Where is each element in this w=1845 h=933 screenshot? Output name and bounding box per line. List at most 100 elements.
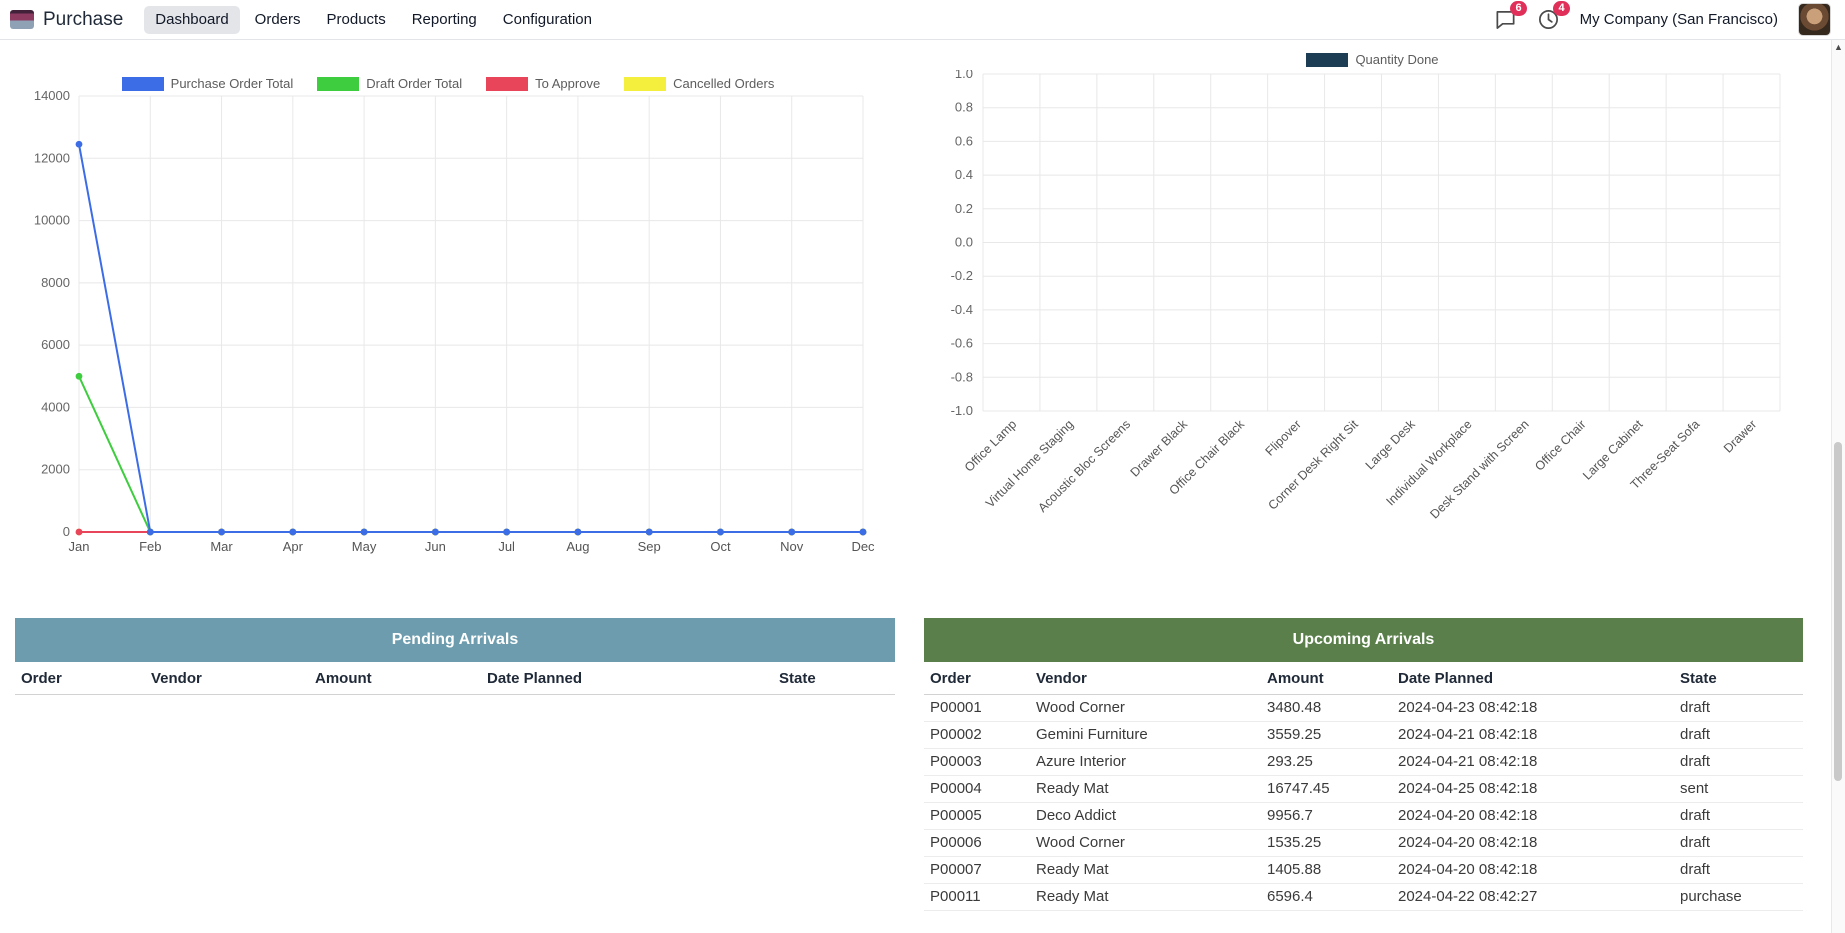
- table-row[interactable]: P00007 Ready Mat 1405.88 2024-04-20 08:42:1…: [924, 857, 1803, 884]
- table-cell: 1535.25: [1267, 834, 1322, 851]
- svg-text:0.2: 0.2: [955, 201, 973, 216]
- svg-text:Acoustic Bloc Screens: Acoustic Bloc Screens: [1035, 417, 1133, 515]
- table-cell: 2024-04-22 08:42:27: [1398, 888, 1538, 905]
- legend-swatch: [1306, 52, 1349, 67]
- svg-text:-1.0: -1.0: [951, 403, 973, 418]
- column-header[interactable]: Date Planned: [487, 670, 583, 687]
- table-cell: Ready Mat: [1036, 780, 1109, 797]
- svg-text:4000: 4000: [41, 399, 70, 414]
- svg-text:0.8: 0.8: [955, 100, 973, 115]
- table-cell: Gemini Furniture: [1036, 726, 1148, 743]
- menu-products[interactable]: Products: [326, 10, 386, 28]
- svg-text:10000: 10000: [34, 213, 70, 228]
- svg-text:1.0: 1.0: [955, 70, 973, 81]
- table-cell: 2024-04-20 08:42:18: [1398, 861, 1538, 878]
- column-header[interactable]: Date Planned: [1398, 670, 1494, 687]
- app-name[interactable]: Purchase: [43, 8, 124, 30]
- table-cell: P00006: [930, 834, 982, 851]
- column-header[interactable]: Order: [930, 670, 971, 687]
- line-chart-legend: Purchase Order Total Draft Order Total To …: [8, 76, 888, 91]
- table-cell: P00001: [930, 699, 982, 716]
- purchase-app-icon[interactable]: [10, 10, 34, 29]
- svg-text:0.0: 0.0: [955, 235, 973, 250]
- legend-item[interactable]: To Approve: [486, 76, 600, 91]
- menu-dashboard[interactable]: Dashboard: [144, 5, 240, 34]
- svg-text:Desk Stand with Screen: Desk Stand with Screen: [1427, 417, 1531, 521]
- table-cell: 2024-04-21 08:42:18: [1398, 726, 1538, 743]
- column-header[interactable]: Amount: [315, 670, 372, 687]
- svg-text:Jan: Jan: [69, 539, 90, 554]
- svg-text:Sep: Sep: [638, 539, 661, 554]
- table-cell: 2024-04-25 08:42:18: [1398, 780, 1538, 797]
- table-cell: Ready Mat: [1036, 888, 1109, 905]
- menu-reporting[interactable]: Reporting: [411, 10, 477, 28]
- navbar-right: 6 4 My Company (San Francisco): [1494, 1, 1831, 36]
- legend-item[interactable]: Purchase Order Total: [121, 76, 293, 91]
- legend-swatch: [317, 76, 360, 91]
- scrollbar-thumb[interactable]: [1834, 441, 1842, 782]
- table-cell: draft: [1680, 834, 1711, 851]
- svg-text:Drawer Black: Drawer Black: [1128, 417, 1191, 480]
- svg-text:2000: 2000: [41, 462, 70, 477]
- upcoming-arrivals-table: Upcoming Arrivals Order Vendor Amount Date …: [924, 618, 1803, 911]
- legend-item[interactable]: Cancelled Orders: [624, 76, 774, 91]
- table-row[interactable]: P00002 Gemini Furniture 3559.25 2024-04-21 …: [924, 722, 1803, 749]
- legend-item[interactable]: Quantity Done: [1306, 52, 1439, 67]
- vertical-scrollbar[interactable]: ▲: [1831, 40, 1845, 933]
- column-header[interactable]: Amount: [1267, 670, 1324, 687]
- table-row[interactable]: P00003 Azure Interior 293.25 2024-04-21 08:…: [924, 749, 1803, 776]
- pending-arrivals-table: Pending Arrivals Order Vendor Amount Date P…: [15, 618, 895, 865]
- legend-label: To Approve: [535, 76, 601, 91]
- svg-text:Jun: Jun: [425, 539, 446, 554]
- table-cell: P00007: [930, 861, 982, 878]
- top-navbar: Purchase Dashboard Orders Products Reportin…: [0, 0, 1845, 40]
- company-switcher[interactable]: My Company (San Francisco): [1579, 11, 1778, 28]
- svg-text:Office Chair: Office Chair: [1532, 417, 1588, 473]
- table-row[interactable]: P00006 Wood Corner 1535.25 2024-04-20 08:42…: [924, 830, 1803, 857]
- table-cell: P00005: [930, 807, 982, 824]
- column-header[interactable]: State: [779, 670, 816, 687]
- table-cell: P00004: [930, 780, 982, 797]
- messages-badge: 6: [1510, 1, 1527, 16]
- menu-orders[interactable]: Orders: [254, 10, 301, 28]
- legend-label: Cancelled Orders: [673, 76, 775, 91]
- table-row[interactable]: P00005 Deco Addict 9956.7 2024-04-20 08:42:…: [924, 803, 1803, 830]
- messages-button[interactable]: 6: [1494, 1, 1527, 31]
- activities-button[interactable]: 4: [1537, 1, 1570, 31]
- svg-text:6000: 6000: [41, 337, 70, 352]
- dashboard-content: Purchase Order Total Draft Order Total To …: [0, 40, 1845, 933]
- table-cell: draft: [1680, 807, 1711, 824]
- svg-text:Mar: Mar: [210, 539, 233, 554]
- table-cell: draft: [1680, 753, 1711, 770]
- table-cell: draft: [1680, 726, 1711, 743]
- table-cell: 2024-04-20 08:42:18: [1398, 834, 1538, 851]
- svg-text:14000: 14000: [34, 90, 70, 103]
- table-cell: 293.25: [1267, 753, 1313, 770]
- upcoming-arrivals-body: P00001 Wood Corner 3480.48 2024-04-23 08:42…: [924, 695, 1803, 911]
- column-header[interactable]: Order: [21, 670, 62, 687]
- column-header[interactable]: Vendor: [151, 670, 202, 687]
- table-row[interactable]: P00011 Ready Mat 6596.4 2024-04-22 08:42:27…: [924, 884, 1803, 911]
- table-row[interactable]: P00004 Ready Mat 16747.45 2024-04-25 08:42:…: [924, 776, 1803, 803]
- table-cell: 2024-04-20 08:42:18: [1398, 807, 1538, 824]
- user-avatar[interactable]: [1798, 3, 1831, 36]
- table-cell: Wood Corner: [1036, 834, 1125, 851]
- table-cell: 3559.25: [1267, 726, 1322, 743]
- purchase-orders-line-chart: Purchase Order Total Draft Order Total To …: [8, 40, 888, 600]
- svg-text:Apr: Apr: [283, 539, 304, 554]
- quantity-done-bar-chart: Quantity Done 1.0 0.8 0.6 0.4 0.2 0.0 -0.2 -0.4…: [915, 40, 1830, 600]
- scroll-up-arrow[interactable]: ▲: [1834, 42, 1843, 52]
- table-cell: draft: [1680, 861, 1711, 878]
- upcoming-arrivals-title: Upcoming Arrivals: [924, 618, 1803, 662]
- legend-label: Draft Order Total: [366, 76, 463, 91]
- table-row[interactable]: P00001 Wood Corner 3480.48 2024-04-23 08:42…: [924, 695, 1803, 722]
- table-cell: sent: [1680, 780, 1709, 797]
- menu-configuration[interactable]: Configuration: [502, 10, 592, 28]
- table-cell: 6596.4: [1267, 888, 1313, 905]
- svg-text:8000: 8000: [41, 275, 70, 290]
- table-cell: P00002: [930, 726, 982, 743]
- column-header[interactable]: State: [1680, 670, 1717, 687]
- legend-item[interactable]: Draft Order Total: [317, 76, 462, 91]
- column-header[interactable]: Vendor: [1036, 670, 1087, 687]
- clock-icon: [1538, 10, 1558, 29]
